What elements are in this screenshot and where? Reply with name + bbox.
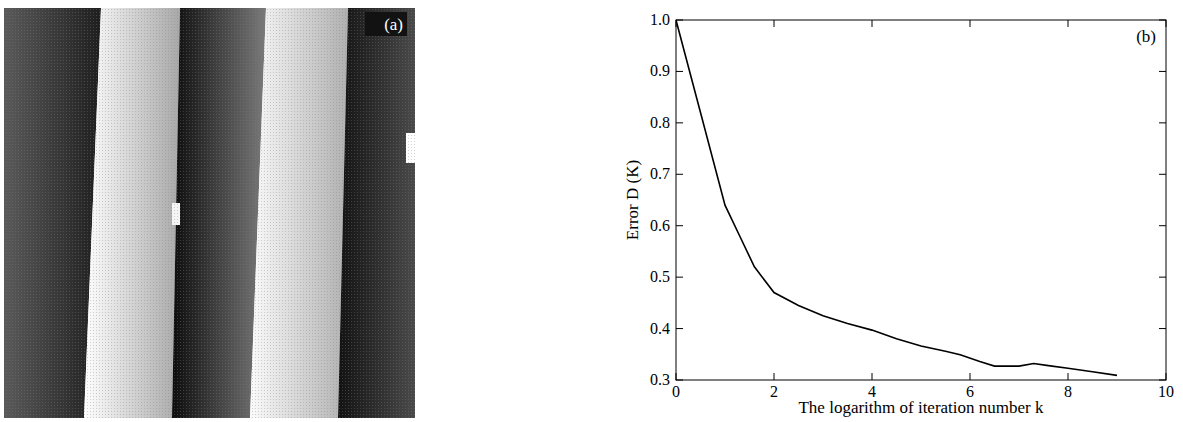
plot-frame	[676, 20, 1166, 380]
y-axis-title: Error D (K)	[623, 160, 642, 240]
y-tick-label: 0.7	[650, 165, 670, 182]
y-tick	[676, 380, 683, 381]
x-tick	[872, 20, 873, 27]
y-tick	[1159, 380, 1166, 381]
y-tick-label: 0.6	[650, 217, 670, 234]
y-tick	[1159, 71, 1166, 72]
y-tick	[1159, 277, 1166, 278]
y-tick	[676, 277, 683, 278]
x-tick	[676, 373, 677, 380]
x-tick	[970, 20, 971, 27]
x-tick	[774, 373, 775, 380]
error-curve	[676, 20, 1117, 375]
y-tick-label: 0.9	[650, 62, 670, 79]
panel-label: (a)	[384, 15, 403, 34]
x-tick	[872, 373, 873, 380]
texture-layer	[4, 8, 415, 418]
y-tick	[676, 71, 683, 72]
x-tick-label: 2	[770, 383, 778, 400]
y-tick-label: 0.3	[650, 371, 670, 388]
panel-label: (b)	[1136, 27, 1156, 46]
plot-area	[676, 20, 1117, 375]
y-tick-label: 1.0	[650, 11, 670, 28]
y-tick	[676, 328, 683, 329]
x-tick-label: 10	[1158, 383, 1174, 400]
y-tick	[676, 122, 683, 123]
x-tick	[970, 373, 971, 380]
x-tick	[1166, 20, 1167, 27]
y-tick-label: 0.5	[650, 268, 670, 285]
y-tick	[1159, 174, 1166, 175]
y-tick	[676, 20, 683, 21]
y-tick-label: 0.8	[650, 114, 670, 131]
y-tick	[676, 225, 683, 226]
x-tick-label: 0	[672, 383, 680, 400]
y-tick	[1159, 20, 1166, 21]
label-patch	[365, 12, 407, 36]
y-tick-label: 0.4	[650, 320, 670, 337]
x-tick	[1166, 373, 1167, 380]
y-tick	[1159, 328, 1166, 329]
phase-image	[4, 8, 415, 418]
figure: (a)02468100.30.40.50.60.70.80.91.0The lo…	[0, 0, 1183, 422]
y-tick	[1159, 122, 1166, 123]
x-axis-title: The logarithm of iteration number k	[798, 398, 1044, 417]
x-tick	[1068, 373, 1069, 380]
y-tick	[676, 174, 683, 175]
x-tick-label: 8	[1064, 383, 1072, 400]
x-tick	[1068, 20, 1069, 27]
x-tick	[774, 20, 775, 27]
y-tick	[1159, 225, 1166, 226]
